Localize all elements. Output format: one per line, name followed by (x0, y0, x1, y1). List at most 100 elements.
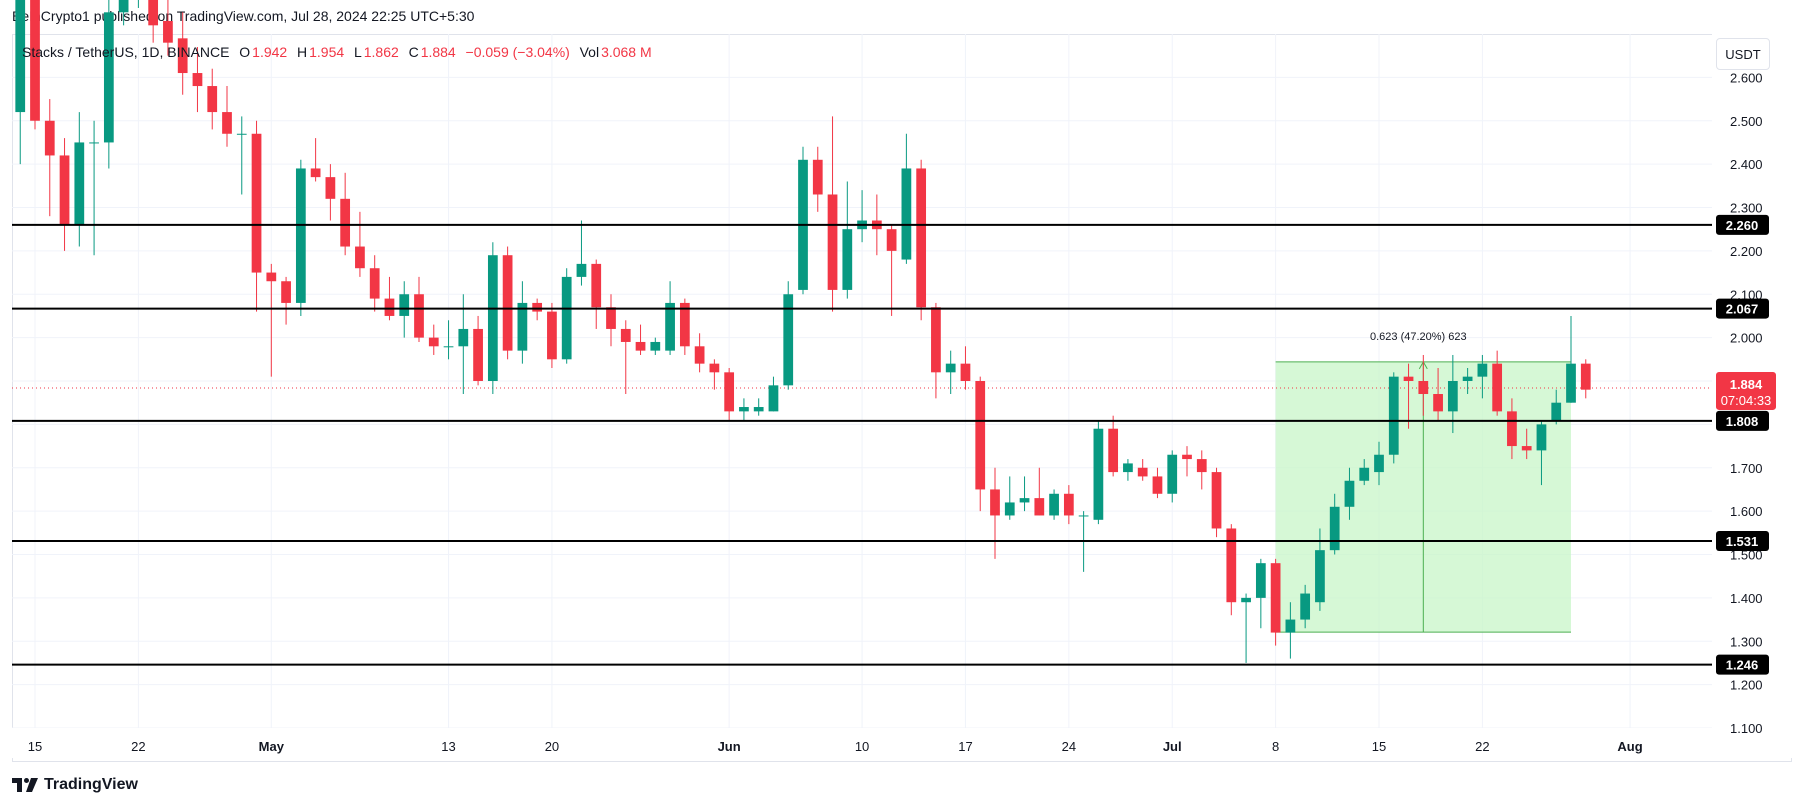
y-tick-label: 2.200 (1730, 244, 1763, 259)
candle-body (724, 372, 735, 412)
y-tick-label: 2.100 (1730, 287, 1763, 302)
candle-body (606, 307, 616, 329)
candle-body (1004, 502, 1015, 516)
candle-body (827, 194, 838, 290)
candle-body (428, 337, 439, 347)
candle-body (1551, 402, 1562, 421)
y-tick-label: 2.000 (1730, 331, 1763, 346)
candle-body (1388, 376, 1399, 455)
candle-body (163, 20, 173, 43)
y-tick-label: 2.500 (1730, 114, 1763, 129)
candle-body (635, 341, 646, 351)
candle-body (1285, 619, 1296, 633)
candle-body (1462, 376, 1473, 381)
candle-body (118, 0, 129, 13)
candle-body (1403, 376, 1414, 381)
candle-body (1536, 424, 1547, 451)
candle-body (222, 112, 232, 134)
candle-body (207, 86, 218, 113)
candle-body (1580, 363, 1591, 390)
level-price-tag (1716, 214, 1769, 235)
volume-label: Vol (579, 44, 600, 60)
candle-body (1019, 498, 1030, 503)
candle-body (1433, 394, 1443, 412)
candle-body (399, 294, 410, 316)
candle-body (1344, 480, 1355, 507)
open-value: 1.942 (252, 44, 288, 60)
x-tick-label: 24 (1062, 739, 1076, 754)
candle-body (561, 276, 572, 360)
candle-body (1196, 459, 1207, 473)
candle-body (1566, 363, 1576, 403)
x-tick-label: Jul (1163, 739, 1182, 754)
close-value: 1.884 (420, 44, 456, 60)
level-price-tag (1716, 654, 1769, 675)
currency-button[interactable]: USDT (1716, 38, 1770, 70)
candle-body (886, 229, 897, 251)
candle-body (1093, 428, 1104, 520)
x-tick-label: 22 (131, 739, 145, 754)
price-range-label: 0.623 (47.20%) 623 (1370, 331, 1467, 343)
candle-body (694, 346, 705, 364)
level-price-tag-label: 1.531 (1726, 534, 1759, 549)
candle-body (1182, 454, 1192, 460)
candle-body (975, 381, 986, 490)
candle-body (251, 133, 262, 273)
candle-body (1418, 381, 1429, 395)
candle-body (1108, 428, 1119, 473)
x-tick-label: 15 (1372, 739, 1386, 754)
volume-value: 3.068 M (601, 44, 652, 60)
candle-body (1315, 550, 1325, 603)
candle-body (1034, 498, 1045, 516)
y-tick-label: 2.400 (1730, 157, 1763, 172)
candle-body (59, 155, 70, 225)
candle-body (15, 0, 26, 113)
candle-body (709, 363, 720, 373)
candle-body (1492, 363, 1503, 412)
candle-body (1167, 454, 1178, 494)
candle-body (487, 255, 498, 381)
level-price-tag-label: 2.067 (1726, 302, 1759, 317)
level-price-tag-label: 1.808 (1726, 414, 1759, 429)
candle-body (547, 311, 557, 360)
candle-body (1329, 506, 1340, 551)
x-tick-label: Jun (718, 739, 741, 754)
candle-body (945, 363, 956, 373)
y-tick-label: 1.500 (1730, 548, 1763, 563)
candle-body (295, 168, 306, 303)
y-tick-label: 2.300 (1730, 201, 1763, 216)
candle-body (1359, 467, 1370, 481)
candle-body (1255, 563, 1266, 598)
candle-body (384, 298, 395, 316)
candle-body (753, 407, 764, 412)
close-label: C (408, 44, 419, 60)
candle-body (1226, 528, 1237, 603)
current-price-countdown: 07:04:33 (1721, 393, 1772, 408)
candle-body (1078, 515, 1089, 517)
time-axis-background (12, 728, 1792, 758)
candle-body (1477, 363, 1488, 377)
candle-body (650, 341, 661, 351)
candle-body (1241, 597, 1251, 603)
candle-body (812, 159, 823, 195)
candle-body (458, 328, 469, 347)
candle-body (103, 12, 114, 143)
candle-body (591, 263, 602, 308)
candle-body (679, 302, 690, 347)
x-tick-label: 17 (958, 739, 972, 754)
candle-body (1137, 467, 1148, 477)
candle-body (1152, 476, 1163, 494)
candle-body (739, 407, 749, 412)
footer-brand[interactable]: TradingView (12, 776, 138, 794)
y-tick-label: 1.600 (1730, 504, 1763, 519)
candle-body (281, 281, 291, 303)
candle-body (1300, 593, 1311, 620)
candle-body (931, 307, 941, 373)
candle-body (30, 0, 40, 121)
x-tick-label: 20 (545, 739, 559, 754)
candle-body (74, 142, 85, 225)
candle-body (517, 302, 528, 351)
candle-body (369, 268, 380, 299)
level-price-tag (1716, 298, 1769, 319)
